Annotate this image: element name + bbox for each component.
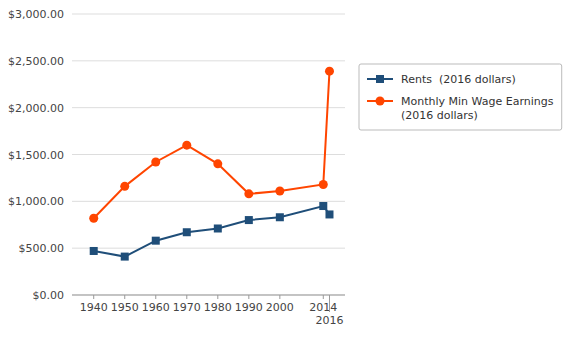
x-tick bbox=[217, 295, 218, 299]
x-tick bbox=[248, 295, 249, 299]
grid-line bbox=[72, 248, 345, 249]
series bbox=[90, 202, 334, 261]
grid-line bbox=[72, 14, 345, 15]
plot-area bbox=[89, 67, 334, 261]
point bbox=[182, 141, 191, 150]
x-tick-label: 1940 bbox=[80, 301, 108, 314]
y-tick-label: $500.00 bbox=[19, 242, 65, 255]
grid-line bbox=[72, 201, 345, 202]
point bbox=[244, 189, 253, 198]
x-tick-label: 1970 bbox=[173, 301, 201, 314]
point bbox=[275, 187, 284, 196]
point bbox=[120, 182, 129, 191]
chart: $0.00 $500.00 $1,000.00 $1,500.00 $2,000.00 $… bbox=[0, 0, 573, 339]
legend-label: Monthly Min Wage Earnings(2016 dollars) bbox=[401, 95, 554, 122]
x-tick bbox=[323, 295, 324, 299]
line bbox=[94, 206, 330, 257]
point bbox=[152, 237, 160, 245]
point bbox=[90, 247, 98, 255]
legend-box bbox=[359, 64, 562, 130]
grid-line bbox=[72, 295, 345, 296]
x-tick-label: 2016 bbox=[315, 314, 343, 327]
point bbox=[121, 253, 129, 261]
x-tick bbox=[279, 295, 280, 299]
x-tick bbox=[93, 295, 94, 299]
point bbox=[151, 157, 160, 166]
y-tick-label: $0.00 bbox=[33, 289, 65, 302]
x-tick-label: 2014 bbox=[309, 301, 337, 314]
x-tick bbox=[186, 295, 187, 299]
x-tick bbox=[124, 295, 125, 299]
x-tick bbox=[329, 295, 330, 312]
grid bbox=[72, 14, 345, 295]
point bbox=[276, 213, 284, 221]
y-tick-label: $2,000.00 bbox=[8, 102, 64, 115]
grid-line bbox=[72, 107, 345, 108]
grid-line bbox=[72, 60, 345, 61]
legend-marker bbox=[376, 97, 385, 106]
legend-marker bbox=[376, 75, 384, 83]
point bbox=[325, 210, 333, 218]
line bbox=[94, 71, 330, 218]
point bbox=[319, 202, 327, 210]
point bbox=[325, 67, 334, 76]
point bbox=[89, 214, 98, 223]
x-tick-label: 2000 bbox=[266, 301, 294, 314]
legend: Rents (2016 dollars) Monthly Min Wage Ear… bbox=[359, 64, 562, 130]
y-tick-label: $2,500.00 bbox=[8, 55, 64, 68]
point bbox=[214, 224, 222, 232]
x-tick bbox=[155, 295, 156, 299]
point bbox=[245, 216, 253, 224]
x-tick-label: 1950 bbox=[111, 301, 139, 314]
x-tick-label: 1980 bbox=[204, 301, 232, 314]
x-axis: 1940195019601970198019902000 20142016 bbox=[72, 295, 345, 327]
series bbox=[89, 67, 334, 223]
x-axis-line bbox=[72, 295, 345, 296]
grid-line bbox=[72, 154, 345, 155]
y-tick-label: $3,000.00 bbox=[8, 8, 64, 21]
y-axis: $0.00 $500.00 $1,000.00 $1,500.00 $2,000.00 $… bbox=[8, 8, 64, 302]
legend-label: Rents (2016 dollars) bbox=[401, 73, 516, 86]
y-tick-label: $1,000.00 bbox=[8, 195, 64, 208]
y-tick-label: $1,500.00 bbox=[8, 149, 64, 162]
x-tick-label: 1960 bbox=[142, 301, 170, 314]
point bbox=[319, 180, 328, 189]
x-tick-label: 1990 bbox=[235, 301, 263, 314]
point bbox=[213, 159, 222, 168]
point bbox=[183, 228, 191, 236]
